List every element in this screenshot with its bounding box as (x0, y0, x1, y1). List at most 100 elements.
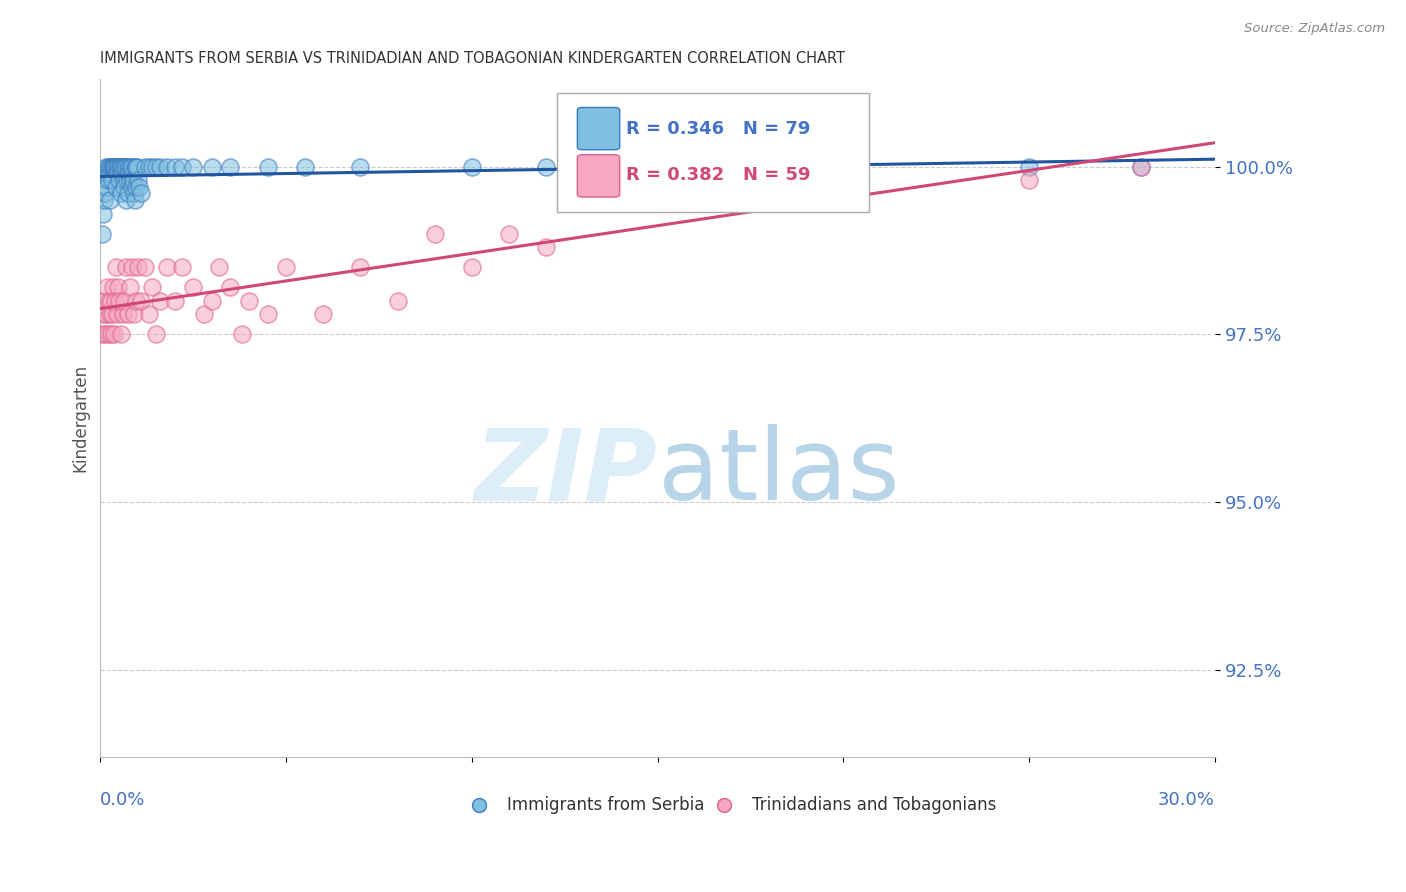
Point (124, 160, 146, 174)
Point (103, 160, 125, 174)
Text: R = 0.382   N = 59: R = 0.382 N = 59 (627, 167, 811, 185)
Point (101, 307, 124, 321)
Point (534, 240, 557, 254)
Text: atlas: atlas (658, 425, 900, 521)
Point (181, 160, 204, 174)
Point (117, 160, 139, 174)
Point (534, 160, 557, 174)
Point (129, 186, 152, 201)
Point (107, 166, 129, 180)
Point (100, 160, 122, 174)
Point (461, 260, 484, 275)
Point (97, 327, 120, 342)
Point (94, 160, 117, 174)
Point (91, 307, 114, 321)
Point (124, 293, 146, 308)
Point (219, 280, 242, 294)
Point (100, 327, 122, 342)
Point (387, 293, 409, 308)
Point (101, 173, 124, 187)
Point (129, 293, 152, 308)
Point (117, 160, 139, 174)
Point (110, 186, 132, 201)
Point (110, 160, 132, 174)
Point (128, 179, 150, 194)
Text: R = 0.346   N = 79: R = 0.346 N = 79 (627, 120, 811, 138)
Point (423, 227, 446, 241)
Point (117, 307, 139, 321)
Point (104, 179, 127, 194)
Point (98, 307, 121, 321)
Point (219, 160, 242, 174)
Point (274, 260, 297, 275)
Point (832, 160, 855, 174)
Point (141, 160, 163, 174)
Point (156, 160, 179, 174)
Point (125, 179, 148, 194)
Text: Immigrants from Serbia: Immigrants from Serbia (508, 796, 704, 814)
Point (103, 160, 125, 174)
Point (138, 160, 160, 174)
Point (115, 173, 138, 187)
Point (721, 193, 744, 207)
Point (294, 160, 316, 174)
Point (93, 293, 115, 308)
Point (94, 186, 117, 201)
Point (100, 160, 122, 174)
Text: ZIP: ZIP (475, 425, 658, 521)
Point (96, 280, 118, 294)
Point (498, 227, 520, 241)
Point (149, 160, 172, 174)
Point (107, 160, 129, 174)
Point (112, 173, 135, 187)
Point (208, 260, 231, 275)
Point (231, 327, 253, 342)
Point (93, 193, 115, 207)
Point (91, 206, 114, 220)
Text: Trinidadians and Tobagonians: Trinidadians and Tobagonians (752, 796, 997, 814)
Point (105, 160, 128, 174)
Point (1018, 173, 1040, 187)
Point (121, 160, 143, 174)
Point (163, 160, 186, 174)
Point (609, 193, 631, 207)
Point (145, 327, 167, 342)
Point (1129, 160, 1152, 174)
Point (104, 160, 127, 174)
Point (104, 293, 127, 308)
Point (111, 166, 134, 180)
Point (97, 293, 120, 308)
Point (94, 327, 117, 342)
Point (98, 166, 121, 180)
Point (97, 173, 120, 187)
Point (193, 307, 215, 321)
Point (149, 293, 172, 308)
Point (98, 193, 121, 207)
Point (127, 173, 149, 187)
Point (103, 280, 125, 294)
Point (91, 227, 114, 241)
Point (1129, 160, 1152, 174)
Text: 0.0%: 0.0% (100, 791, 146, 809)
Point (96, 179, 118, 194)
Point (138, 307, 160, 321)
Text: 30.0%: 30.0% (1159, 791, 1215, 809)
Point (111, 307, 134, 321)
Point (114, 160, 136, 174)
Point (120, 160, 142, 174)
FancyBboxPatch shape (578, 155, 620, 197)
Point (94, 173, 117, 187)
Text: Source: ZipAtlas.com: Source: ZipAtlas.com (1244, 22, 1385, 36)
Point (114, 193, 136, 207)
Point (256, 160, 278, 174)
Point (96, 166, 118, 180)
Point (108, 293, 131, 308)
Point (256, 307, 278, 321)
Point (172, 160, 194, 174)
Point (101, 160, 124, 174)
Point (201, 293, 224, 308)
FancyBboxPatch shape (578, 108, 620, 150)
Point (163, 293, 186, 308)
Y-axis label: Kindergarten: Kindergarten (72, 364, 89, 473)
Point (127, 260, 149, 275)
